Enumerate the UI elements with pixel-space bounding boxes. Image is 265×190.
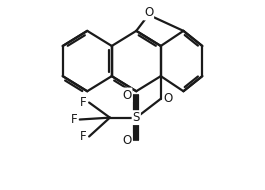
Text: O: O [144, 6, 153, 19]
Text: F: F [71, 113, 77, 126]
Text: O: O [122, 89, 131, 101]
Text: F: F [80, 96, 87, 109]
Text: O: O [164, 92, 173, 105]
Text: F: F [80, 130, 87, 143]
Text: S: S [132, 111, 140, 124]
Text: O: O [122, 134, 131, 147]
